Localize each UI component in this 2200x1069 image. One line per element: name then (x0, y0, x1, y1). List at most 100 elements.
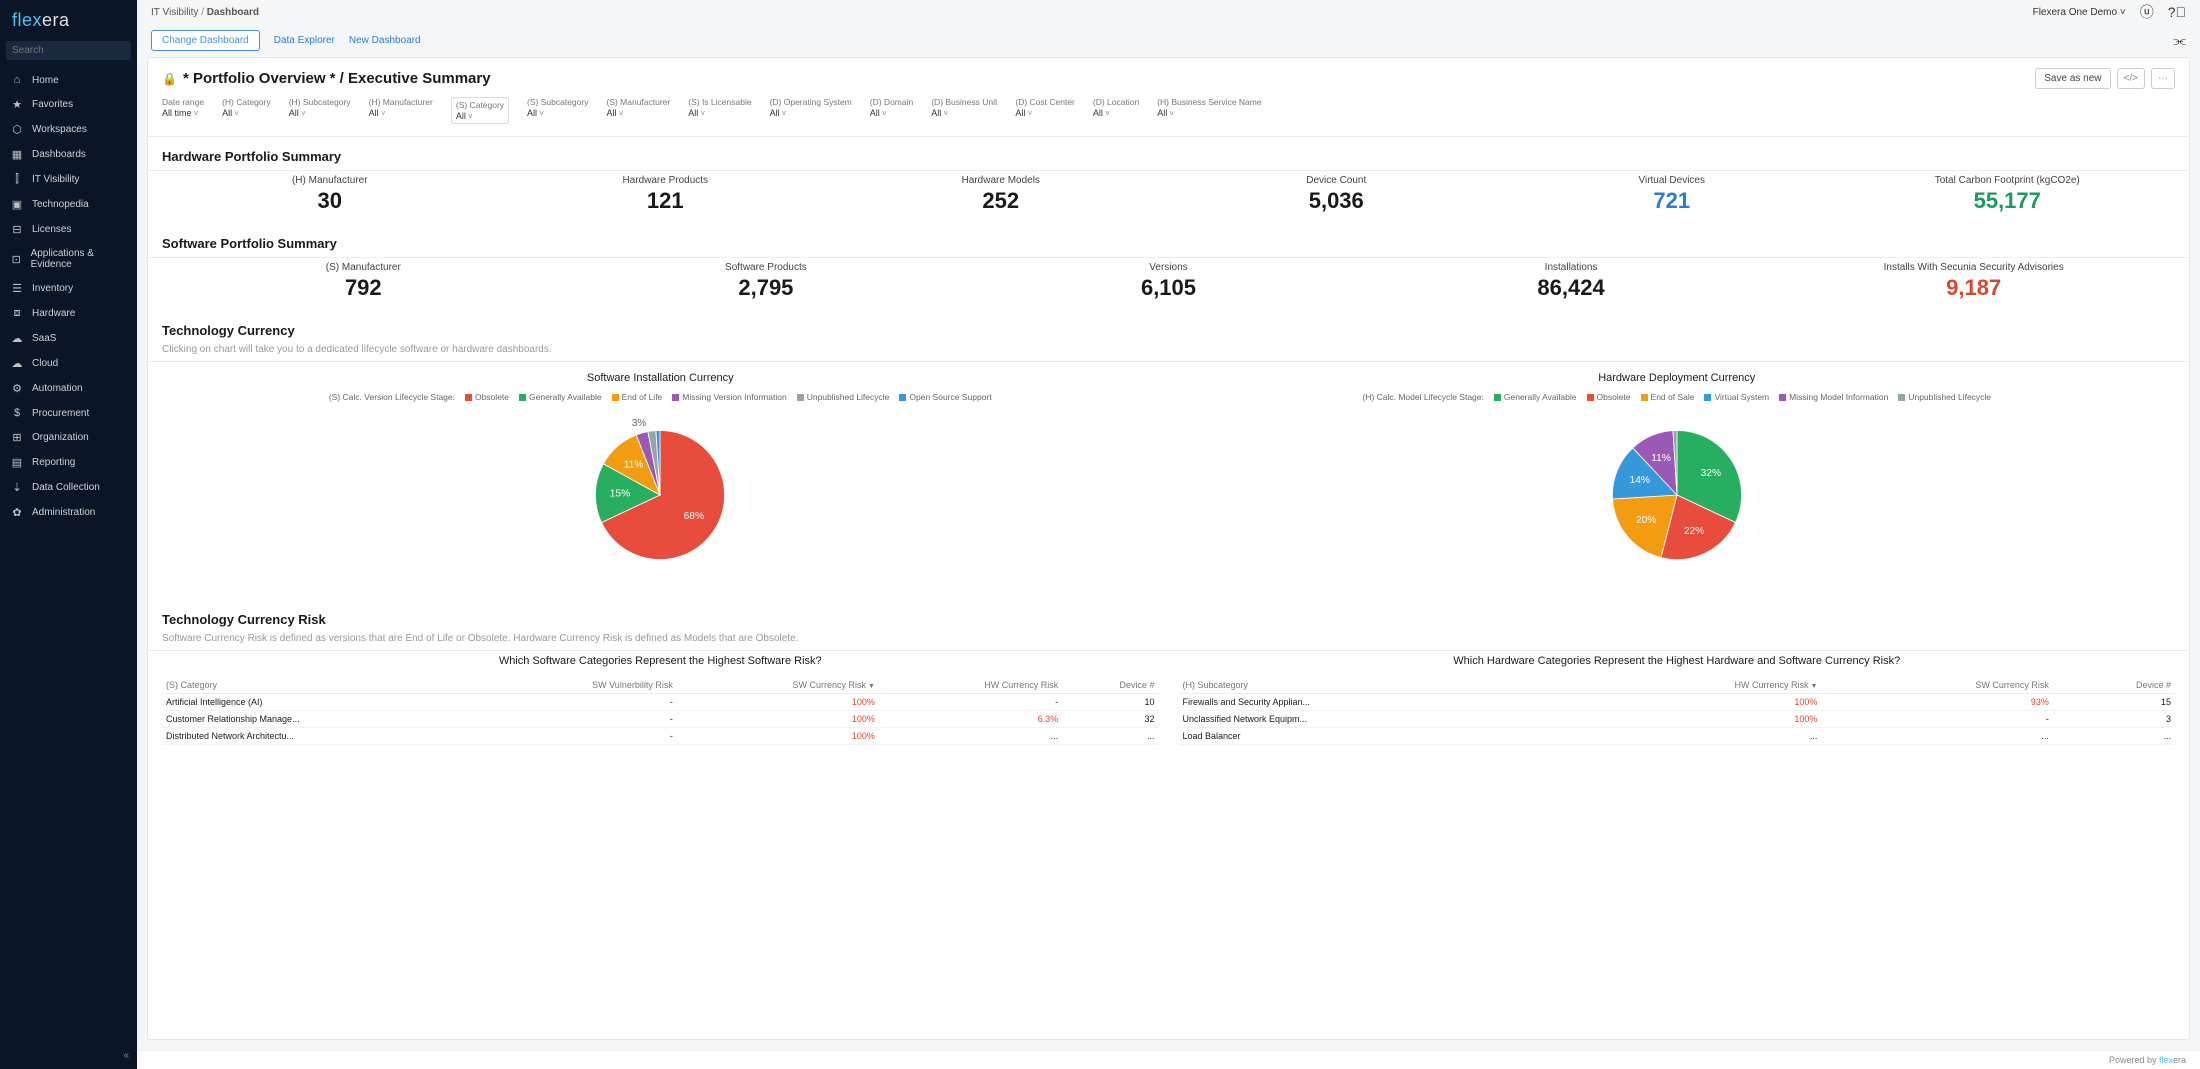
filter--s-category[interactable]: (S) CategoryAll (451, 97, 509, 124)
filter--h-manufacturer[interactable]: (H) ManufacturerAll (369, 97, 433, 124)
sidebar-item-hardware[interactable]: ⧈ Hardware (0, 301, 137, 326)
content-area: 🔒 * Portfolio Overview * / Executive Sum… (147, 57, 2190, 1040)
sidebar-item-applications-evidence[interactable]: ⊡Applications & Evidence (0, 242, 137, 276)
change-dashboard-button[interactable]: Change Dashboard (151, 30, 260, 51)
tc-section-sub: Clicking on chart will take you to a ded… (148, 344, 2189, 361)
svg-text:22%: 22% (1684, 526, 1704, 537)
code-button[interactable]: </> (2117, 68, 2145, 89)
kpi-installations: Installations86,424 (1370, 262, 1773, 301)
table-header[interactable]: SW Vulnerbility Risk (479, 677, 677, 694)
sw-kpi-row: (S) Manufacturer792Software Products2,79… (148, 258, 2189, 311)
kpi--s-manufacturer: (S) Manufacturer792 (162, 262, 565, 301)
table-header[interactable]: HW Currency Risk (1563, 677, 1821, 694)
nav-label: IT Visibility (32, 174, 79, 185)
footer: Powered by flexera (137, 1050, 2200, 1069)
collapse-sidebar-icon[interactable]: « (0, 1042, 137, 1069)
sidebar-item-reporting[interactable]: ▤Reporting (0, 450, 137, 475)
nav-label: Automation (32, 383, 83, 394)
topbar: IT Visibility / Dashboard Flexera One De… (137, 0, 2200, 24)
kpi-hardware-products: Hardware Products121 (498, 175, 834, 214)
filter--d-business-unit[interactable]: (D) Business UnitAll (931, 97, 997, 124)
svg-text:11%: 11% (1651, 453, 1671, 464)
legend-item: Obsolete (1587, 392, 1631, 402)
save-as-new-button[interactable]: Save as new (2035, 68, 2110, 89)
table-header[interactable]: SW Currency Risk (1821, 677, 2052, 694)
sidebar-item-cloud[interactable]: ☁Cloud (0, 351, 137, 376)
table-row[interactable]: Firewalls and Security Applian...100%93%… (1179, 694, 2176, 711)
sidebar-item-inventory[interactable]: ☰Inventory (0, 276, 137, 301)
sidebar-item-it-visibility[interactable]: ⫿IT Visibility (0, 167, 137, 192)
nav-icon: ⊞ (10, 431, 24, 444)
search-box[interactable]: ⌕ (6, 41, 131, 60)
more-button[interactable]: ⋯ (2151, 68, 2175, 89)
sidebar-item-home[interactable]: ⌂ Home (0, 68, 137, 92)
brand-logo: flexera (0, 0, 137, 41)
nav-icon: ⌂ (10, 74, 24, 86)
help-icon[interactable]: ?⃝ (2168, 4, 2186, 20)
filter--d-operating-system[interactable]: (D) Operating SystemAll (770, 97, 852, 124)
dashboard-toolbar: Change Dashboard Data Explorer New Dashb… (137, 24, 2200, 57)
breadcrumb: IT Visibility / Dashboard (151, 7, 259, 18)
nav-icon: ★ (10, 98, 24, 111)
sidebar-item-licenses[interactable]: ⊟Licenses (0, 217, 137, 242)
software-risk-table: Which Software Categories Represent the … (162, 655, 1159, 745)
filter--h-category[interactable]: (H) CategoryAll (222, 97, 271, 124)
sidebar-item-procurement[interactable]: $Procurement (0, 401, 137, 425)
kpi--h-manufacturer: (H) Manufacturer30 (162, 175, 498, 214)
nav-icon: ⇣ (10, 481, 24, 494)
sidebar-item-saas[interactable]: ☁SaaS (0, 326, 137, 351)
kpi-device-count: Device Count5,036 (1169, 175, 1505, 214)
svg-text:20%: 20% (1636, 515, 1656, 526)
hardware-currency-chart[interactable]: Hardware Deployment Currency (H) Calc. M… (1179, 372, 2176, 580)
table-row[interactable]: Artificial Intelligence (AI)-100%-10 (162, 694, 1159, 711)
nav-label: Technopedia (32, 199, 89, 210)
kpi-installs-with-secunia-security-advisories: Installs With Secunia Security Advisorie… (1772, 262, 2175, 301)
sidebar-item-workspaces[interactable]: ⬡Workspaces (0, 117, 137, 142)
filter--d-location[interactable]: (D) LocationAll (1093, 97, 1139, 124)
table-header[interactable]: HW Currency Risk (879, 677, 1062, 694)
sidebar-item-administration[interactable]: ✿Administration (0, 500, 137, 525)
table-row[interactable]: Customer Relationship Manage...-100%6.3%… (162, 711, 1159, 728)
filter--s-is-licensable[interactable]: (S) Is LicensableAll (688, 97, 751, 124)
software-currency-chart[interactable]: Software Installation Currency (S) Calc.… (162, 372, 1159, 580)
filter--s-manufacturer[interactable]: (S) ManufacturerAll (606, 97, 670, 124)
nav-label: Home (32, 75, 59, 86)
sidebar-item-technopedia[interactable]: ▣Technopedia (0, 192, 137, 217)
sidebar-item-favorites[interactable]: ★Favorites (0, 92, 137, 117)
nav-label: Hardware (32, 308, 75, 319)
filter-date-range[interactable]: Date rangeAll time (162, 97, 204, 124)
breadcrumb-a[interactable]: IT Visibility (151, 7, 198, 18)
nav-label: Organization (32, 432, 89, 443)
nav-icon: ⧈ (10, 307, 24, 320)
sidebar-item-organization[interactable]: ⊞ Organization (0, 425, 137, 450)
filter--h-subcategory[interactable]: (H) SubcategoryAll (289, 97, 351, 124)
breadcrumb-b: Dashboard (207, 7, 259, 18)
table-row[interactable]: Load Balancer......... (1179, 728, 2176, 745)
table-header[interactable]: Device # (1062, 677, 1158, 694)
filter--d-domain[interactable]: (D) DomainAll (870, 97, 913, 124)
table-row[interactable]: Unclassified Network Equipm...100%-3 (1179, 711, 2176, 728)
table-header[interactable]: SW Currency Risk (677, 677, 879, 694)
share-icon[interactable]: ⫘ (2173, 32, 2186, 49)
filter--d-cost-center[interactable]: (D) Cost CenterAll (1015, 97, 1075, 124)
new-dashboard-link[interactable]: New Dashboard (349, 35, 421, 46)
hw-section-title: Hardware Portfolio Summary (148, 137, 2189, 170)
data-explorer-link[interactable]: Data Explorer (274, 35, 335, 46)
table-row[interactable]: Distributed Network Architectu...-100%..… (162, 728, 1159, 745)
kpi-software-products: Software Products2,795 (565, 262, 968, 301)
legend-item: Missing Version Information (672, 392, 786, 402)
table-header[interactable]: Device # (2053, 677, 2175, 694)
nav-label: Data Collection (32, 482, 100, 493)
org-selector[interactable]: Flexera One Demo ˅ (2033, 7, 2126, 18)
table-header[interactable]: (H) Subcategory (1179, 677, 1564, 694)
sidebar-item-data-collection[interactable]: ⇣ Data Collection (0, 475, 137, 500)
sidebar-item-automation[interactable]: ⚙Automation (0, 376, 137, 401)
nav-icon: ⊡ (10, 253, 23, 266)
table-header[interactable]: (S) Category (162, 677, 479, 694)
filter--h-business-service-name[interactable]: (H) Business Service NameAll (1157, 97, 1261, 124)
legend-item: Open Source Support (899, 392, 991, 402)
sidebar-item-dashboards[interactable]: ▦Dashboards (0, 142, 137, 167)
filter--s-subcategory[interactable]: (S) SubcategoryAll (527, 97, 588, 124)
search-input[interactable] (12, 45, 144, 56)
user-icon[interactable]: ⓤ (2140, 2, 2154, 22)
